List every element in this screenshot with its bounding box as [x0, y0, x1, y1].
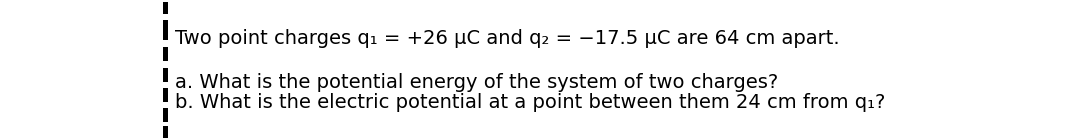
Text: Two point charges q₁ = +26 μC and q₂ = −17.5 μC are 64 cm apart.: Two point charges q₁ = +26 μC and q₂ = −… [175, 28, 839, 48]
Bar [163, 88, 168, 102]
Bar [163, 47, 168, 61]
Bar [163, 126, 168, 138]
Bar [163, 20, 168, 40]
Text: a. What is the potential energy of the system of two charges?: a. What is the potential energy of the s… [175, 73, 779, 91]
Bar [163, 2, 168, 14]
Bar [163, 68, 168, 82]
Text: b. What is the electric potential at a point between them 24 cm from q₁?: b. What is the electric potential at a p… [175, 94, 886, 112]
Bar [163, 108, 168, 122]
